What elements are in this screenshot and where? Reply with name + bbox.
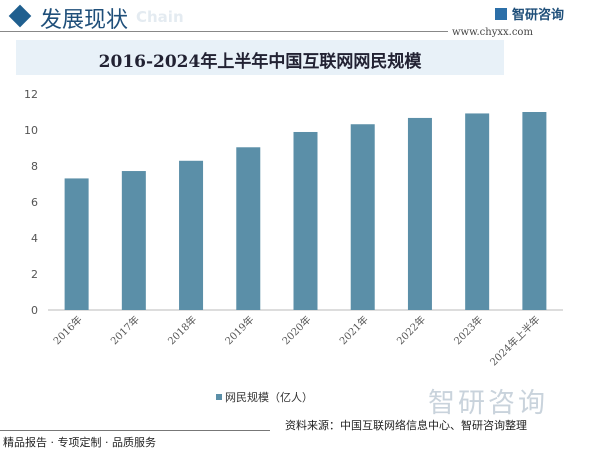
brand-url: www.chyxx.com: [452, 27, 533, 38]
legend: 网民规模（亿人）: [216, 389, 313, 405]
legend-label: 网民规模（亿人）: [225, 391, 313, 404]
header-divider: [0, 31, 448, 32]
x-tick-label: 2023年: [451, 313, 485, 347]
y-tick-label: 2: [31, 268, 38, 281]
bar: [465, 113, 490, 310]
brand-watermark: 智研咨询: [428, 388, 548, 419]
x-tick-label: 2020年: [279, 313, 313, 347]
x-tick-label: 2021年: [337, 313, 371, 347]
bar: [64, 178, 89, 310]
legend-swatch: [216, 394, 222, 400]
bar: [522, 112, 547, 310]
logo-icon: [495, 8, 507, 20]
source-note: 资料来源：中国互联网络信息中心、智研咨询整理: [285, 419, 527, 432]
y-tick-label: 10: [24, 124, 38, 137]
bar: [407, 117, 432, 310]
x-tick-label: 2018年: [165, 313, 199, 347]
bar: [179, 160, 204, 310]
x-tick-label: 2019年: [222, 313, 256, 347]
y-tick-label: 0: [31, 304, 38, 317]
bar: [350, 124, 375, 311]
y-tick-label: 4: [31, 232, 38, 245]
slogan: 精品报告 · 专项定制 · 品质服务: [3, 436, 156, 449]
footer-divider: [0, 430, 270, 431]
bar: [236, 147, 261, 310]
brand-name: 智研咨询: [512, 8, 565, 23]
title-banner: [16, 40, 504, 75]
bar: [121, 171, 146, 310]
section-title: 发展现状: [40, 8, 129, 33]
x-tick-label: 2016年: [50, 313, 84, 347]
y-tick-label: 12: [24, 88, 38, 101]
x-tick-label: 2017年: [108, 313, 142, 347]
y-tick-label: 6: [31, 196, 38, 209]
x-tick-label: 2022年: [394, 313, 428, 347]
brand-logo: 智研咨询: [495, 4, 564, 23]
bar: [293, 131, 318, 310]
chart-title: 2016-2024年上半年中国互联网网民规模: [98, 52, 422, 72]
x-tick-label: 2024年上半年: [487, 313, 542, 368]
y-tick-label: 8: [31, 160, 38, 173]
header-watermark: Chain: [136, 8, 184, 26]
